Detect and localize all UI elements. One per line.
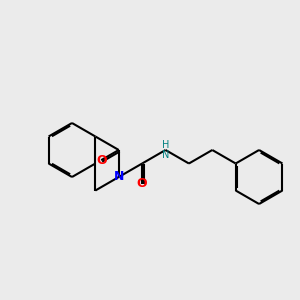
Text: O: O	[96, 154, 106, 166]
Text: H
N: H N	[162, 140, 169, 160]
Text: N: N	[114, 170, 124, 184]
Text: O: O	[137, 177, 148, 190]
